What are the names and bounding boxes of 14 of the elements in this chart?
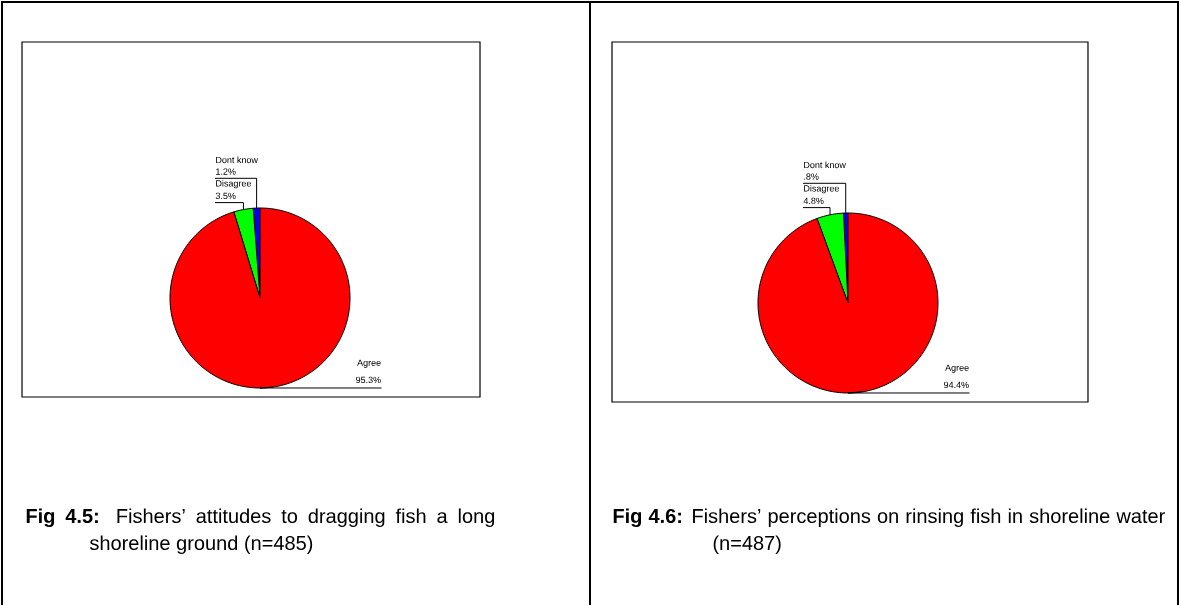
slice-label: Disagree bbox=[216, 179, 252, 189]
text: Fig 4.6: Fishers’ perceptions on rinsing fish in shoreline water (n=487) bbox=[613, 508, 1165, 555]
slice-label: Dont know bbox=[216, 156, 258, 164]
data-label: 1.2% bbox=[216, 168, 236, 175]
slice-label: Disagree bbox=[804, 184, 840, 194]
data-label: .8% bbox=[804, 173, 819, 180]
data-label: 3.5% bbox=[215, 192, 236, 200]
slice-label: Dont know bbox=[804, 161, 846, 169]
data-label: 95.3% bbox=[356, 376, 381, 384]
data-label: 94.4% bbox=[943, 381, 969, 389]
slice-label: Agree bbox=[357, 359, 381, 368]
slice-label: Agree bbox=[945, 364, 969, 373]
text: Fig 4.5: Fishers’ attitudes to dragging fish a long shoreline ground (n=485) bbox=[26, 508, 495, 555]
data-label: 4.8% bbox=[803, 197, 824, 205]
